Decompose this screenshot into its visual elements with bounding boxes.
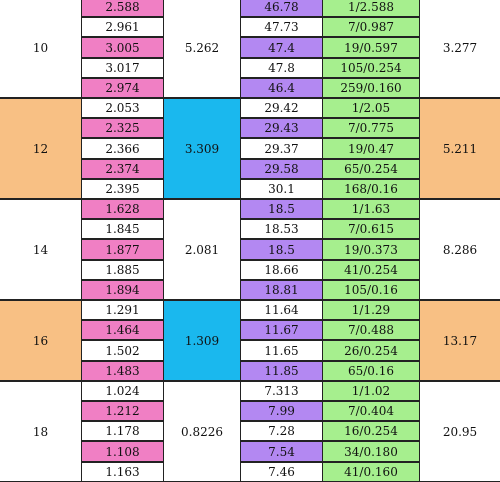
row-col-b-cell: 29.37 (240, 138, 322, 159)
row-col-b-cell: 46.78 (240, 0, 322, 17)
row-col-c-cell: 168/0.16 (322, 179, 420, 199)
row-col-c-cell: 16/0.254 (322, 421, 420, 441)
row-col-b-cell: 47.8 (240, 58, 322, 78)
row-col-b-cell: 46.4 (240, 78, 322, 98)
row-col-a-cell: 1.212 (81, 401, 164, 421)
row-col-b-cell: 30.1 (240, 179, 322, 199)
row-col-b-cell: 29.43 (240, 118, 322, 138)
row-col-c-cell: 34/0.180 (322, 441, 420, 462)
row-col-a-cell: 1.845 (81, 219, 164, 239)
row-col-c-cell: 1/2.588 (322, 0, 420, 17)
row-col-a-cell: 2.974 (81, 78, 164, 98)
row-col-c-cell: 65/0.16 (322, 361, 420, 381)
row-col-c-cell: 41/0.254 (322, 260, 420, 280)
row-col-b-cell: 18.53 (240, 219, 322, 239)
row-col-b-cell: 18.66 (240, 260, 322, 280)
row-col-a-cell: 2.395 (81, 179, 164, 199)
row-col-a-cell: 1.877 (81, 239, 164, 260)
group-label-cell: 18 (0, 381, 81, 482)
group-right-value-cell: 8.286 (420, 199, 500, 300)
row-col-b-cell: 7.54 (240, 441, 322, 462)
row-col-c-cell: 1/1.29 (322, 300, 420, 320)
group-label-cell: 16 (0, 300, 81, 381)
group-mid-value-cell: 1.309 (164, 300, 240, 381)
row-col-a-cell: 3.017 (81, 58, 164, 78)
row-col-a-cell: 1.894 (81, 280, 164, 300)
row-col-b-cell: 29.42 (240, 98, 322, 118)
row-col-b-cell: 18.5 (240, 239, 322, 260)
group-mid-value-cell: 0.8226 (164, 381, 240, 482)
row-col-a-cell: 2.961 (81, 17, 164, 37)
row-col-c-cell: 1/1.02 (322, 381, 420, 401)
row-col-a-cell: 1.178 (81, 421, 164, 441)
row-col-a-cell: 1.108 (81, 441, 164, 462)
row-col-a-cell: 2.053 (81, 98, 164, 118)
group-right-value-cell: 20.95 (420, 381, 500, 482)
row-col-c-cell: 7/0.987 (322, 17, 420, 37)
group-mid-value-cell: 2.081 (164, 199, 240, 300)
row-col-b-cell: 11.65 (240, 340, 322, 361)
row-col-c-cell: 19/0.47 (322, 138, 420, 159)
row-col-a-cell: 1.291 (81, 300, 164, 320)
row-col-b-cell: 18.81 (240, 280, 322, 300)
row-col-a-cell: 3.005 (81, 37, 164, 58)
group-label-cell: 10 (0, 0, 81, 98)
group-right-value-cell: 13.17 (420, 300, 500, 381)
group-label-cell: 12 (0, 98, 81, 199)
row-col-c-cell: 41/0.160 (322, 462, 420, 482)
row-col-c-cell: 105/0.16 (322, 280, 420, 300)
row-col-c-cell: 7/0.775 (322, 118, 420, 138)
row-col-b-cell: 18.5 (240, 199, 322, 219)
row-col-c-cell: 26/0.254 (322, 340, 420, 361)
row-col-c-cell: 7/0.488 (322, 320, 420, 340)
row-col-a-cell: 1.628 (81, 199, 164, 219)
row-col-a-cell: 1.483 (81, 361, 164, 381)
row-col-b-cell: 11.67 (240, 320, 322, 340)
row-col-c-cell: 105/0.254 (322, 58, 420, 78)
row-col-b-cell: 11.64 (240, 300, 322, 320)
row-col-b-cell: 47.4 (240, 37, 322, 58)
group-right-value-cell: 5.211 (420, 98, 500, 199)
row-col-a-cell: 1.885 (81, 260, 164, 280)
row-col-c-cell: 7/0.404 (322, 401, 420, 421)
row-col-b-cell: 29.58 (240, 159, 322, 179)
row-col-a-cell: 2.374 (81, 159, 164, 179)
group-mid-value-cell: 3.309 (164, 98, 240, 199)
row-col-c-cell: 1/1.63 (322, 199, 420, 219)
row-col-b-cell: 11.85 (240, 361, 322, 381)
row-col-c-cell: 65/0.254 (322, 159, 420, 179)
row-col-c-cell: 19/0.373 (322, 239, 420, 260)
group-label-cell: 14 (0, 199, 81, 300)
row-col-c-cell: 259/0.160 (322, 78, 420, 98)
row-col-b-cell: 7.99 (240, 401, 322, 421)
row-col-c-cell: 19/0.597 (322, 37, 420, 58)
row-col-a-cell: 2.366 (81, 138, 164, 159)
row-col-b-cell: 7.28 (240, 421, 322, 441)
row-col-b-cell: 7.46 (240, 462, 322, 482)
row-col-a-cell: 1.163 (81, 462, 164, 482)
group-mid-value-cell: 5.262 (164, 0, 240, 98)
row-col-c-cell: 1/2.05 (322, 98, 420, 118)
row-col-b-cell: 47.73 (240, 17, 322, 37)
row-col-b-cell: 7.313 (240, 381, 322, 401)
row-col-a-cell: 1.464 (81, 320, 164, 340)
group-right-value-cell: 3.277 (420, 0, 500, 98)
row-col-a-cell: 1.024 (81, 381, 164, 401)
row-col-c-cell: 7/0.615 (322, 219, 420, 239)
row-col-a-cell: 1.502 (81, 340, 164, 361)
row-col-a-cell: 2.588 (81, 0, 164, 17)
row-col-a-cell: 2.325 (81, 118, 164, 138)
